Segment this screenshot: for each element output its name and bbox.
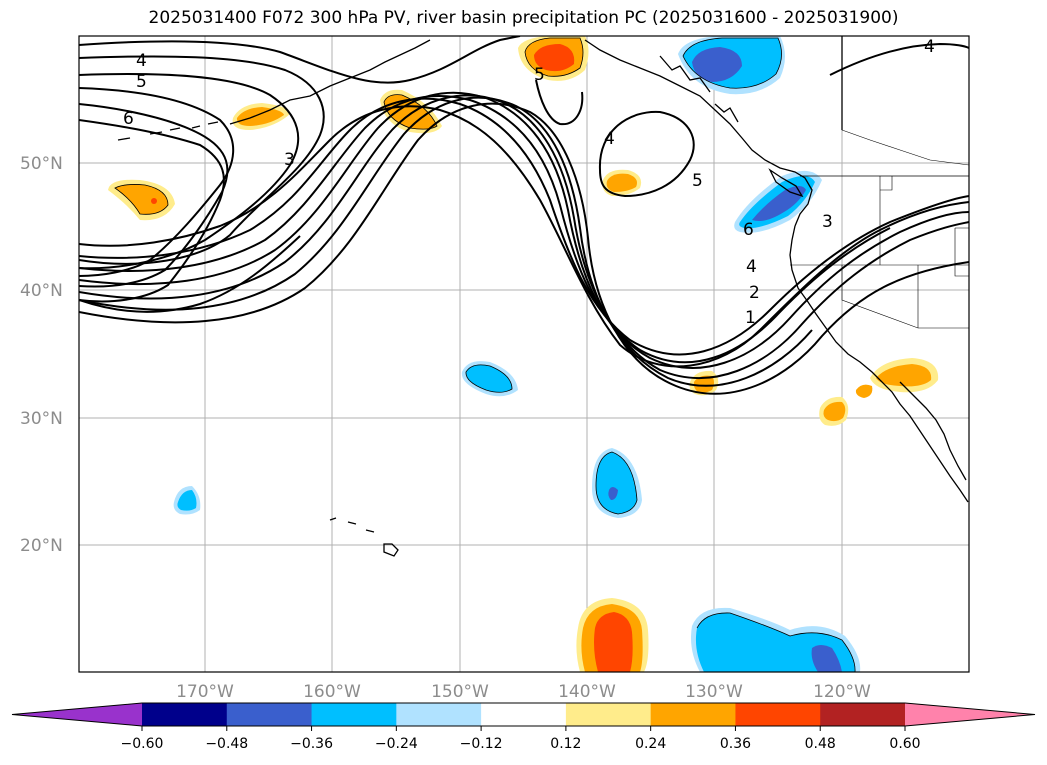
lon-label-140w: 140°W xyxy=(558,682,616,702)
lon-label-120w: 120°W xyxy=(813,682,871,702)
precip-positive-regions xyxy=(108,36,939,672)
lat-label-20n: 20°N xyxy=(20,536,63,556)
colorbar-segment xyxy=(311,703,397,726)
coastlines xyxy=(117,36,969,557)
colorbar-segment xyxy=(481,703,567,726)
map-frame xyxy=(78,35,970,673)
contour-label-pv-4-ridge: 4 xyxy=(746,257,757,277)
contour-label-pv-5-gulf-alaska: 5 xyxy=(534,65,545,85)
colorbar-extend-max xyxy=(905,703,1035,726)
colorbar-segment xyxy=(735,703,821,726)
colorbar: −0.60 −0.48 −0.36 −0.24 −0.12 0.12 0.24 0.36 0.4… xyxy=(11,702,1036,752)
pv-contours xyxy=(79,36,969,395)
lon-label-130w: 130°W xyxy=(685,682,743,702)
colorbar-tick-label: 0.24 xyxy=(635,736,666,752)
lat-label-50n: 50°N xyxy=(20,154,63,174)
colorbar-tick-label: 0.36 xyxy=(720,736,751,752)
precip-negative-regions xyxy=(173,36,861,672)
colorbar-segment xyxy=(396,703,482,726)
colorbar-segment xyxy=(226,703,313,726)
colorbar-segment xyxy=(650,703,736,726)
colorbar-tick-label: −0.12 xyxy=(460,736,503,752)
map-background xyxy=(79,36,969,672)
colorbar-tick-label: 0.12 xyxy=(550,736,581,752)
contour-label-pv-5-west: 5 xyxy=(136,72,147,92)
colorbar-tick-label: −0.24 xyxy=(375,736,418,752)
lon-label-170w: 170°W xyxy=(176,682,234,702)
contour-label-pv-2-ridge: 2 xyxy=(749,283,760,303)
colorbar-segment xyxy=(142,703,228,726)
contour-label-pv-3-inland: 3 xyxy=(822,212,833,232)
colorbar-segment xyxy=(565,703,652,726)
contour-label-pv-6-coast: 6 xyxy=(743,220,754,240)
contour-label-pv-1-ridge: 1 xyxy=(745,308,756,328)
colorbar-tick-label: 0.60 xyxy=(889,736,920,752)
lat-label-30n: 30°N xyxy=(20,409,63,429)
contour-label-pv-4-west: 4 xyxy=(136,51,147,71)
lat-label-40n: 40°N xyxy=(20,281,63,301)
colorbar-segment xyxy=(820,703,906,726)
contour-label-pv-4-cutoff: 4 xyxy=(604,129,615,149)
contour-label-pv-3-aleutian: 3 xyxy=(284,150,295,170)
lon-label-150w: 150°W xyxy=(431,682,489,702)
contour-labels: 4 5 6 3 5 4 5 6 3 4 2 1 4 xyxy=(123,37,935,328)
colorbar-tick-label: 0.48 xyxy=(805,736,836,752)
colorbar-extend-min xyxy=(12,703,142,726)
lon-label-160w: 160°W xyxy=(303,682,361,702)
colorbar-tick-label: −0.60 xyxy=(121,736,164,752)
contour-label-pv-5-trough: 5 xyxy=(692,171,703,191)
colorbar-tick-label: −0.48 xyxy=(205,736,248,752)
colorbar-tick-label: −0.36 xyxy=(290,736,333,752)
contour-label-pv-6-west: 6 xyxy=(123,109,134,129)
map-title: 2025031400 F072 300 hPa PV, river basin … xyxy=(148,8,899,28)
contour-label-pv-4-northeast: 4 xyxy=(924,37,935,57)
